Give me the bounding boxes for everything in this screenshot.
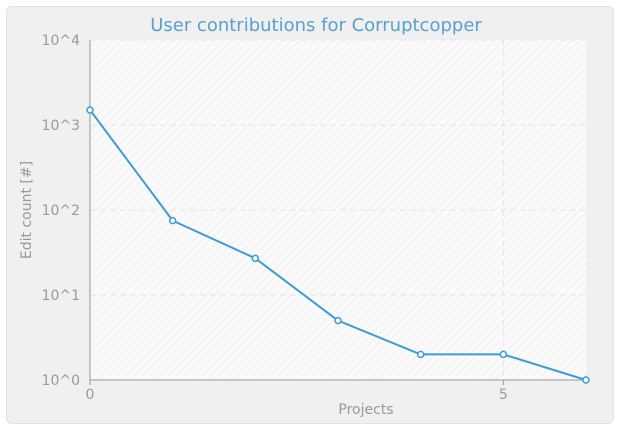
y-tick-label: 10^2 [42,203,80,219]
data-point[interactable] [582,376,590,384]
x-axis-label: Projects [338,402,393,418]
data-point[interactable] [251,254,260,263]
y-tick-labels: 10^0 10^1 10^2 10^3 10^4 [42,33,81,389]
x-tick-label: 0 [86,387,95,403]
y-tick-label: 10^3 [42,118,80,134]
grid-lines [90,39,586,380]
data-point[interactable] [416,350,425,359]
x-tick-label: 5 [499,387,508,403]
y-tick-label: 10^4 [42,33,81,49]
series-layer [86,106,590,384]
y-tick-label: 10^0 [42,373,80,389]
y-axis-label: Edit count [#] [19,161,35,259]
data-point[interactable] [168,216,177,225]
data-point[interactable] [499,350,508,359]
chart-title: User contributions for Corruptcopper [150,15,482,36]
data-point[interactable] [86,106,94,114]
y-tick-label: 10^1 [42,288,80,304]
data-point[interactable] [334,316,342,325]
